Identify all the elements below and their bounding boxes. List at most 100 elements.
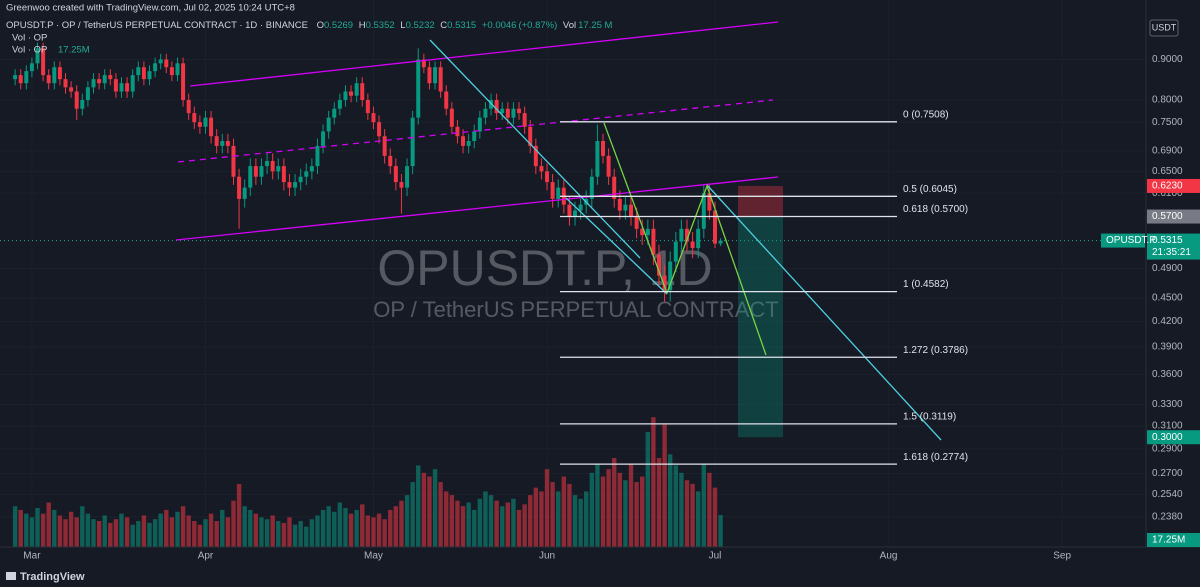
y-tick-label: 0.6900 bbox=[1152, 145, 1183, 156]
volume-bar bbox=[298, 521, 303, 547]
volume-bar bbox=[35, 508, 40, 547]
volume-bar bbox=[539, 491, 544, 547]
target-tag-bg bbox=[1147, 430, 1200, 445]
price-axis bbox=[1146, 0, 1200, 547]
volume-bar bbox=[208, 513, 214, 547]
legend: OPUSDT.P · OP / TetherUS PERPETUAL CONTR… bbox=[6, 20, 613, 31]
volume-bar bbox=[276, 521, 281, 547]
volume-bar bbox=[695, 491, 701, 547]
volume-bar bbox=[309, 519, 315, 547]
candle-body bbox=[326, 117, 331, 132]
volume-bar bbox=[63, 519, 68, 547]
candle-body bbox=[74, 91, 79, 109]
candle-body bbox=[63, 79, 68, 88]
y-tick-label: 0.3300 bbox=[1152, 399, 1183, 410]
volume-bar bbox=[337, 502, 343, 547]
candle-body bbox=[119, 83, 124, 92]
volume-bar bbox=[52, 509, 57, 547]
watermark-symbol: OPUSDT.P, 1D bbox=[377, 240, 712, 296]
volume-bar bbox=[214, 521, 219, 547]
volume-bar bbox=[600, 476, 606, 547]
candle-body bbox=[494, 99, 499, 114]
volume-bar bbox=[164, 509, 169, 547]
candle-body bbox=[657, 254, 662, 276]
volume-bar bbox=[371, 517, 376, 547]
volume-bar bbox=[634, 482, 639, 547]
volume-bar bbox=[124, 517, 130, 547]
volume-bar bbox=[416, 465, 421, 547]
candle-body bbox=[242, 187, 247, 199]
candle-body bbox=[550, 182, 555, 199]
volume-bar bbox=[40, 513, 46, 547]
x-tick-label: Jul bbox=[709, 551, 722, 562]
candle-body bbox=[617, 198, 622, 211]
candle-body bbox=[281, 166, 286, 183]
candle-body bbox=[528, 126, 533, 146]
candle-body bbox=[500, 108, 505, 114]
candle-body bbox=[125, 83, 130, 92]
volume-bar bbox=[393, 506, 399, 547]
volume-bar bbox=[550, 482, 555, 547]
volume-bar bbox=[248, 509, 253, 547]
candle-body bbox=[270, 160, 275, 172]
volume-bar bbox=[567, 483, 572, 547]
volume-bar bbox=[584, 491, 589, 547]
volume-bar bbox=[701, 463, 706, 547]
volume-bar bbox=[220, 509, 225, 547]
channel-mid bbox=[177, 99, 774, 163]
volume-bar bbox=[113, 519, 119, 547]
countdown-tag: 21:35:21 bbox=[1152, 247, 1191, 258]
volume-bar bbox=[85, 513, 91, 547]
volume-bar bbox=[690, 483, 695, 547]
y-tick-label: 0.2700 bbox=[1152, 468, 1183, 479]
candle-body bbox=[298, 176, 303, 183]
candle-body bbox=[718, 240, 723, 244]
candle-body bbox=[433, 67, 438, 84]
fib-label: 1.5 (0.3119) bbox=[903, 411, 956, 422]
volume-bar bbox=[348, 513, 354, 547]
entry-tag-bg bbox=[1147, 209, 1200, 224]
volume-bar bbox=[236, 483, 242, 547]
volume-bar bbox=[24, 513, 29, 547]
volume-bar bbox=[449, 495, 455, 547]
candle-body bbox=[438, 67, 443, 92]
candle-body bbox=[136, 67, 141, 76]
volume-bar bbox=[18, 509, 23, 547]
candle-body bbox=[113, 79, 118, 92]
volume-bar bbox=[477, 498, 483, 547]
candle-body bbox=[69, 87, 74, 92]
volume-bar bbox=[516, 509, 522, 547]
y-tick-label: 0.6100 bbox=[1152, 188, 1183, 199]
volume-bar bbox=[572, 495, 578, 547]
candle-body bbox=[477, 117, 482, 132]
candle-body bbox=[214, 136, 219, 146]
trend-line bbox=[429, 39, 641, 259]
volume-bar bbox=[500, 506, 505, 547]
candle-body bbox=[556, 187, 561, 199]
candle-body bbox=[707, 193, 712, 211]
candle-body bbox=[634, 216, 639, 229]
candle-body bbox=[220, 141, 225, 146]
target-zone bbox=[738, 216, 783, 438]
volume-tag: 17.25M bbox=[1152, 535, 1185, 546]
volume-bar bbox=[533, 487, 539, 547]
volume-bar bbox=[136, 521, 141, 547]
candle-body bbox=[304, 171, 309, 177]
volume-bar bbox=[578, 498, 583, 547]
stop-tag-bg bbox=[1147, 178, 1200, 193]
candle-body bbox=[130, 75, 135, 92]
volume-bar bbox=[488, 495, 494, 547]
candle-body bbox=[108, 75, 113, 80]
volume-bar bbox=[259, 517, 264, 547]
candle-body bbox=[237, 176, 242, 199]
candle-body bbox=[175, 63, 180, 76]
candle-body bbox=[589, 176, 594, 199]
candle-body bbox=[197, 122, 202, 127]
candle-body bbox=[265, 160, 270, 167]
candle-body bbox=[662, 275, 667, 291]
candle-body bbox=[80, 99, 85, 109]
volume-bar bbox=[292, 524, 298, 547]
volume-bar bbox=[589, 472, 595, 547]
volume-bar bbox=[460, 506, 466, 547]
volume-bar bbox=[80, 506, 85, 547]
